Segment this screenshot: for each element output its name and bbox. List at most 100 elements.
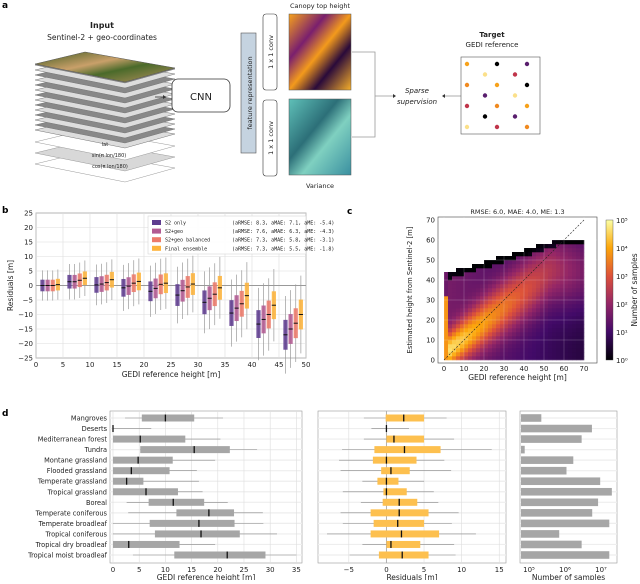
- heatmap-cell: [484, 320, 489, 325]
- heatmap-cell: [500, 272, 505, 277]
- heatmap-cell: [496, 280, 501, 285]
- heatmap-cell: [444, 332, 449, 337]
- heatmap-cell: [488, 340, 493, 345]
- heatmap-cell: [512, 256, 517, 261]
- heatmap-cell: [520, 352, 525, 357]
- heatmap-cell: [500, 268, 505, 273]
- heatmap-cell: [472, 284, 477, 289]
- heatmap-cell: [480, 312, 485, 317]
- legend-series-name: Final ensemble: [165, 246, 207, 252]
- cnn-box: [171, 78, 231, 113]
- x-tick-label: 25: [240, 566, 249, 574]
- heatmap-cell: [580, 264, 585, 269]
- heatmap-cell: [564, 288, 569, 293]
- heatmap-cell: [576, 244, 581, 249]
- variance-title: Variance: [306, 182, 334, 190]
- heatmap-cell: [480, 356, 485, 361]
- heatmap-cell: [456, 340, 461, 345]
- heatmap-cell: [504, 300, 509, 305]
- heatmap-cell: [568, 256, 573, 261]
- heatmap-cell: [508, 320, 513, 325]
- box: [377, 477, 399, 485]
- heatmap-cell: [488, 272, 493, 277]
- heatmap-cell: [472, 332, 477, 337]
- identity-line: [443, 219, 585, 361]
- heatmap-cell: [536, 272, 541, 277]
- x-tick-label: 5: [137, 566, 141, 574]
- heatmap-cell: [536, 320, 541, 325]
- heatmap-cell: [572, 272, 577, 277]
- legend-series-stats: (aRMSE: 7.3, aMAE: 5.5, aME: -1.8): [232, 246, 334, 252]
- gedi-dot: [524, 103, 530, 109]
- heatmap-cell: [512, 304, 517, 309]
- heatmap-cell: [456, 312, 461, 317]
- gedi-dot: [494, 61, 500, 67]
- heatmap-cell: [524, 292, 529, 297]
- gedi-dot: [464, 61, 470, 67]
- heatmap-cell: [560, 320, 565, 325]
- heatmap-cell: [468, 352, 473, 357]
- heatmap-cell: [560, 304, 565, 309]
- heatmap-cell: [568, 240, 573, 245]
- heatmap-cell: [568, 308, 573, 313]
- heatmap-cell: [580, 268, 585, 273]
- heatmap-cell: [548, 272, 553, 277]
- heatmap-cell: [452, 292, 457, 297]
- heatmap-cell: [528, 256, 533, 261]
- heatmap-cell: [452, 328, 457, 333]
- heatmap-cell: [552, 296, 557, 301]
- heatmap-cell: [524, 288, 529, 293]
- heatmap-cell: [580, 336, 585, 341]
- heatmap-cell: [516, 276, 521, 281]
- heatmap-cell: [496, 320, 501, 325]
- heatmap-cell: [472, 304, 477, 309]
- heatmap-cell: [504, 332, 509, 337]
- heatmap-cell: [480, 268, 485, 273]
- heatmap-cell: [500, 264, 505, 269]
- heatmap-cell: [508, 280, 513, 285]
- heatmap-cell: [496, 336, 501, 341]
- heatmap-cell: [572, 328, 577, 333]
- heatmap-cell: [500, 256, 505, 261]
- heatmap-cell: [548, 348, 553, 353]
- heatmap-cell: [504, 340, 509, 345]
- biome-label: Temperate grassland: [37, 478, 107, 486]
- heatmap-cell: [492, 268, 497, 273]
- heatmap-cell: [544, 312, 549, 317]
- heatmap-cell: [536, 248, 541, 253]
- heatmap-cell: [456, 316, 461, 321]
- heatmap-cell: [504, 284, 509, 289]
- y-tick-label: 20: [426, 317, 435, 325]
- heatmap-cell: [568, 244, 573, 249]
- heatmap-cell: [520, 268, 525, 273]
- heatmap-cell: [472, 320, 477, 325]
- heatmap-cell: [540, 248, 545, 253]
- heatmap-cell: [456, 288, 461, 293]
- heatmap-cell: [580, 344, 585, 349]
- heatmap-cell: [516, 292, 521, 297]
- heatmap-cell: [524, 252, 529, 257]
- biome-label: Tundra: [84, 446, 107, 454]
- heatmap-cell: [508, 260, 513, 265]
- heatmap-cell: [460, 280, 465, 285]
- heatmap-cell: [568, 320, 573, 325]
- heatmap-cell: [564, 292, 569, 297]
- x-tick-label: 15: [495, 566, 504, 574]
- heatmap-cell: [476, 332, 481, 337]
- y-tick-label: 40: [426, 277, 435, 285]
- heatmap-cell: [496, 296, 501, 301]
- heatmap-cell: [504, 304, 509, 309]
- heatmap-cell: [508, 312, 513, 317]
- heatmap-cell: [544, 344, 549, 349]
- heatmap-cell: [544, 308, 549, 313]
- heatmap-cell: [492, 328, 497, 333]
- heatmap-cell: [464, 312, 469, 317]
- heatmap-cell: [484, 296, 489, 301]
- heatmap-cell: [532, 336, 537, 341]
- x-tick-label: 35: [221, 361, 230, 369]
- heatmap-cell: [452, 340, 457, 345]
- heatmap-cell: [540, 312, 545, 317]
- heatmap-cell: [580, 248, 585, 253]
- x-axis-label: GEDI reference height [m]: [468, 373, 567, 382]
- heatmap-cell: [516, 308, 521, 313]
